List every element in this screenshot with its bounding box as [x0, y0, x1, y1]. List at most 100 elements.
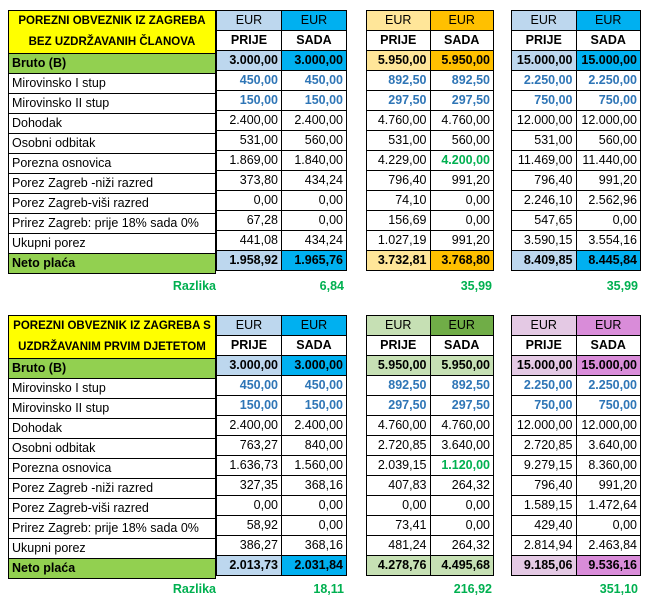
- table-row: 9.279,15 8.360,00: [511, 455, 641, 476]
- value-cell: 4.760,00: [429, 415, 494, 436]
- value-cell: 0,00: [429, 190, 494, 211]
- value-cell: 560,00: [575, 130, 641, 151]
- value-cell: 892,50: [366, 70, 431, 91]
- row-label: Ukupni porez: [8, 233, 216, 254]
- col-sada: SADA: [429, 30, 494, 51]
- table-row: Dohodak: [8, 113, 216, 134]
- table-row: 531,00 560,00: [366, 130, 494, 151]
- value-cell: 531,00: [511, 130, 577, 151]
- value-cell: 441,08: [216, 230, 282, 251]
- table-row: 2.720,85 3.640,00: [366, 435, 494, 456]
- table-row: Mirovinsko II stup: [8, 93, 216, 114]
- table-row: Neto plaća: [8, 253, 216, 274]
- value-cell: 4.200,00: [429, 150, 494, 171]
- row-label: Prirez Zagreb: prije 18% sada 0%: [8, 213, 216, 234]
- value-cell: 531,00: [216, 130, 282, 151]
- table-row: 450,00 450,00: [216, 70, 347, 91]
- value-cell: 1.472,64: [575, 495, 641, 516]
- table-row: Porez Zagreb-viši razred: [8, 193, 216, 214]
- table-row: 4.278,76 4.495,68: [366, 555, 494, 576]
- table-row: 58,92 0,00: [216, 515, 347, 536]
- row-label: Prirez Zagreb: prije 18% sada 0%: [8, 518, 216, 539]
- difference-value: 35,99: [606, 279, 638, 293]
- value-cell: 991,20: [575, 170, 641, 191]
- value-cell: 2.039,15: [366, 455, 431, 476]
- value-cell: 3.000,00: [216, 355, 282, 376]
- table-row: 441,08 434,24: [216, 230, 347, 251]
- difference-value: 35,99: [460, 279, 492, 293]
- difference-value: 18,11: [313, 582, 344, 596]
- table-row: 1.589,15 1.472,64: [511, 495, 641, 516]
- table-row: 1.869,00 1.840,00: [216, 150, 347, 171]
- value-cell: 5.950,00: [366, 355, 431, 376]
- table-row: 11.469,00 11.440,00: [511, 150, 641, 171]
- value-cell: 2.814,94: [511, 535, 577, 556]
- row-label: Mirovinsko II stup: [8, 93, 216, 114]
- row-label: Bruto (B): [8, 358, 216, 379]
- table-row: Prirez Zagreb: prije 18% sada 0%: [8, 518, 216, 539]
- currency-header: EUR: [429, 10, 494, 31]
- difference-value: 6,84: [319, 279, 344, 293]
- difference-label: Razlika: [172, 279, 216, 293]
- value-cell: 547,65: [511, 210, 577, 231]
- table-row: 450,00 450,00: [216, 375, 347, 396]
- value-cell: 560,00: [281, 130, 347, 151]
- value-cell: 892,50: [366, 375, 431, 396]
- table-row: 0,00 0,00: [366, 495, 494, 516]
- table-row: 150,00 150,00: [216, 395, 347, 416]
- value-cell: 3.640,00: [429, 435, 494, 456]
- value-cell: 150,00: [281, 90, 347, 111]
- table-row: Prirez Zagreb: prije 18% sada 0%: [8, 213, 216, 234]
- value-cell: 481,24: [366, 535, 431, 556]
- table-row: 327,35 368,16: [216, 475, 347, 496]
- table-section1-block-a: EUR EUR PRIJE SADA 3.000,00 3.000,00 450,0…: [216, 10, 347, 271]
- row-label: Mirovinsko II stup: [8, 398, 216, 419]
- value-cell: 0,00: [366, 495, 431, 516]
- row-label: Neto plaća: [8, 253, 216, 274]
- table-row: 3.000,00 3.000,00: [216, 50, 347, 71]
- value-cell: 4.495,68: [429, 555, 494, 576]
- table-row: Porezna osnovica: [8, 458, 216, 479]
- value-cell: 5.950,00: [429, 50, 494, 71]
- value-cell: 4.229,00: [366, 150, 431, 171]
- value-cell: 15.000,00: [511, 50, 577, 71]
- table-row: 531,00 560,00: [511, 130, 641, 151]
- table-row: 3.590,15 3.554,16: [511, 230, 641, 251]
- value-cell: 8.409,85: [511, 250, 577, 271]
- value-cell: 1.965,76: [281, 250, 347, 271]
- value-cell: 450,00: [281, 375, 347, 396]
- table-row: 386,27 368,16: [216, 535, 347, 556]
- currency-header: EUR: [366, 10, 431, 31]
- currency-header: EUR: [575, 10, 641, 31]
- table-row: Porezna osnovica: [8, 153, 216, 174]
- table-section2-block-c: EUR EUR PRIJE SADA 15.000,00 15.000,00 2.2…: [511, 315, 641, 576]
- value-cell: 750,00: [511, 395, 577, 416]
- table-row: 407,83 264,32: [366, 475, 494, 496]
- value-cell: 1.840,00: [281, 150, 347, 171]
- value-cell: 434,24: [281, 230, 347, 251]
- value-cell: 74,10: [366, 190, 431, 211]
- value-cell: 2.246,10: [511, 190, 577, 211]
- table-row: 4.760,00 4.760,00: [366, 415, 494, 436]
- value-cell: 0,00: [575, 515, 641, 536]
- row-label: Neto plaća: [8, 558, 216, 579]
- value-cell: 264,32: [429, 535, 494, 556]
- value-cell: 2.562,96: [575, 190, 641, 211]
- table-row: 67,28 0,00: [216, 210, 347, 231]
- table-row: 156,69 0,00: [366, 210, 494, 231]
- value-cell: 15.000,00: [575, 355, 641, 376]
- table-row: 3.732,81 3.768,80: [366, 250, 494, 271]
- value-cell: 1.027,19: [366, 230, 431, 251]
- table-row: Porez Zagreb-viši razred: [8, 498, 216, 519]
- value-cell: 2.720,85: [511, 435, 577, 456]
- table-row: Porez Zagreb -niži razred: [8, 173, 216, 194]
- table-row: 1.958,92 1.965,76: [216, 250, 347, 271]
- col-sada: SADA: [575, 335, 641, 356]
- value-cell: 264,32: [429, 475, 494, 496]
- table-section1-block-b: EUR EUR PRIJE SADA 5.950,00 5.950,00 892,5…: [366, 10, 494, 271]
- value-cell: 0,00: [429, 515, 494, 536]
- col-prije: PRIJE: [216, 335, 282, 356]
- col-prije: PRIJE: [216, 30, 282, 51]
- table-row: 15.000,00 15.000,00: [511, 355, 641, 376]
- section2-title-line2: UZDRŽAVANIM PRVIM DJETETOM: [18, 341, 206, 353]
